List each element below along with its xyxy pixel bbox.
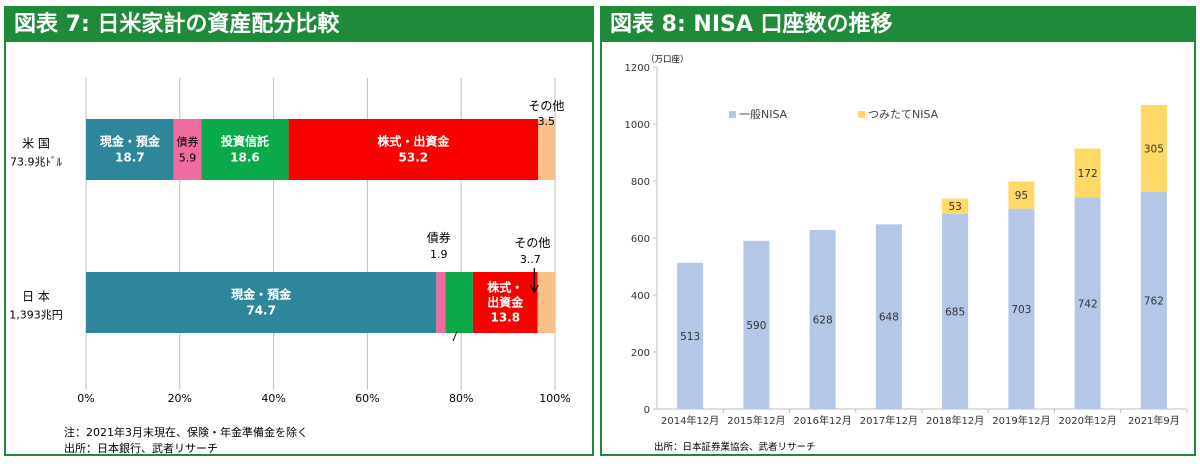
x-tick-label: 2021年9月	[1128, 414, 1180, 427]
bar	[942, 213, 969, 409]
data-label: 590	[746, 320, 766, 332]
bar	[1008, 181, 1035, 209]
segment-name-label: その他	[514, 236, 550, 250]
bar	[809, 230, 836, 409]
bar	[1074, 148, 1101, 198]
bar-segment	[173, 119, 202, 180]
right-panel: 図表 8: NISA 口座数の推移 （万口座） 0 200 400 600 800 1000…	[600, 6, 1196, 456]
nisa-accounts-chart: （万口座） 0 200 400 600 800 1000 1200 513 2014年12月 590…	[625, 54, 1188, 427]
bar	[743, 240, 770, 409]
callout-arrowhead	[529, 284, 539, 294]
bar-segment	[445, 272, 473, 333]
data-label: 53	[948, 201, 961, 213]
segment-value-label: 53.2	[399, 151, 429, 165]
bar	[942, 198, 969, 214]
row-label: 米 国	[22, 137, 50, 151]
y-tick-label: 200	[631, 348, 650, 359]
x-tick-label: 2015年12月	[727, 414, 785, 427]
x-tick-label: 100%	[539, 392, 570, 405]
right-panel-title: 図表 8: NISA 口座数の推移	[602, 8, 1194, 42]
data-label: 628	[813, 315, 833, 327]
data-label: 513	[680, 331, 700, 343]
segment-name-label: 株式・出資金	[377, 134, 450, 149]
y-tick-label: 0	[644, 405, 650, 416]
segment-value-label: 1.9	[430, 248, 448, 261]
bar	[875, 224, 902, 409]
legend-swatch	[729, 111, 736, 118]
left-chart-source: 出所：日本銀行、武者リサーチ	[64, 442, 218, 455]
y-tick-label: 800	[631, 177, 650, 188]
bar-segment	[436, 272, 446, 333]
x-tick-label: 2020年12月	[1059, 414, 1117, 427]
legend-label: 一般NISA	[739, 108, 788, 121]
y-tick-label: 400	[631, 291, 650, 302]
row-sublabel: 73.9兆ﾄﾞﾙ	[10, 156, 62, 169]
legend-swatch	[858, 111, 865, 118]
segment-value-label: 3.5	[538, 115, 556, 128]
x-tick-label: 2017年12月	[860, 414, 918, 427]
segment-name-label: 現金・預金	[231, 287, 292, 302]
segment-name-label: 出資金	[487, 295, 524, 310]
data-label: 305	[1144, 143, 1164, 155]
callout-line	[452, 330, 458, 342]
row-sublabel: 1,393兆円	[9, 309, 63, 322]
bar	[1140, 104, 1167, 192]
bar	[1074, 197, 1101, 409]
bar	[1140, 191, 1167, 409]
y-tick-label: 1200	[625, 63, 650, 74]
bar-segment	[86, 119, 174, 180]
legend-label: つみたてNISA	[868, 108, 939, 121]
left-chart-note: 注：2021年3月末現在、保険・年金準備金を除く	[64, 426, 308, 439]
bar	[677, 262, 704, 409]
bar-segment	[86, 272, 437, 333]
segment-name-label: 債券	[427, 230, 451, 245]
segment-value-label: 3..7	[520, 253, 541, 266]
x-tick-label: 20%	[168, 392, 192, 405]
left-panel: 図表 7: 日米家計の資産配分比較 0% 20% 40% 60% 80% 100% 米 国 7…	[4, 6, 594, 456]
y-axis-label: （万口座）	[646, 54, 689, 65]
x-tick-label: 2016年12月	[794, 414, 852, 427]
data-label: 742	[1078, 298, 1098, 310]
y-tick-label: 600	[631, 234, 650, 245]
segment-value-label: 18.7	[115, 151, 145, 165]
x-tick-label: 60%	[355, 392, 379, 405]
bar	[1008, 208, 1035, 409]
x-tick-label: 2019年12月	[992, 414, 1050, 427]
bar-segment	[472, 272, 538, 333]
data-label: 95	[1015, 190, 1028, 202]
left-panel-title: 図表 7: 日米家計の資産配分比較	[6, 8, 592, 42]
segment-value-label: 13.8	[490, 311, 520, 325]
right-chart-source: 出所：日本証券業協会、武者リサーチ	[654, 442, 816, 453]
asset-allocation-chart: 0% 20% 40% 60% 80% 100% 米 国 73.9兆ﾄﾞﾙ 現金・預金 18.7 債券…	[9, 78, 571, 405]
data-label: 762	[1144, 295, 1164, 307]
row-label: 日 本	[22, 290, 50, 304]
x-tick-label: 40%	[261, 392, 285, 405]
x-tick-label: 80%	[449, 392, 473, 405]
segment-value-label: 5.9	[179, 152, 197, 165]
segment-name-label: 株式・	[487, 280, 523, 295]
bar-segment	[201, 119, 289, 180]
segment-name-label: 債券	[177, 135, 199, 149]
y-tick-label: 1000	[625, 120, 650, 131]
data-label: 648	[879, 312, 899, 324]
x-tick-label: 0%	[77, 392, 94, 405]
bar-segment	[538, 119, 555, 180]
bar-segment	[537, 272, 555, 333]
x-tick-label: 2018年12月	[926, 414, 984, 427]
segment-name-label: 投資信託	[221, 134, 269, 149]
x-tick-label: 2014年12月	[661, 414, 719, 427]
segment-name-label: 現金・預金	[100, 134, 161, 149]
bar-segment	[288, 119, 539, 180]
data-label: 172	[1078, 168, 1098, 180]
segment-value-label: 74.7	[246, 304, 276, 318]
data-label: 685	[945, 306, 965, 318]
segment-name-label: その他	[528, 99, 564, 113]
data-label: 703	[1011, 304, 1031, 316]
segment-value-label: 18.6	[230, 151, 260, 165]
